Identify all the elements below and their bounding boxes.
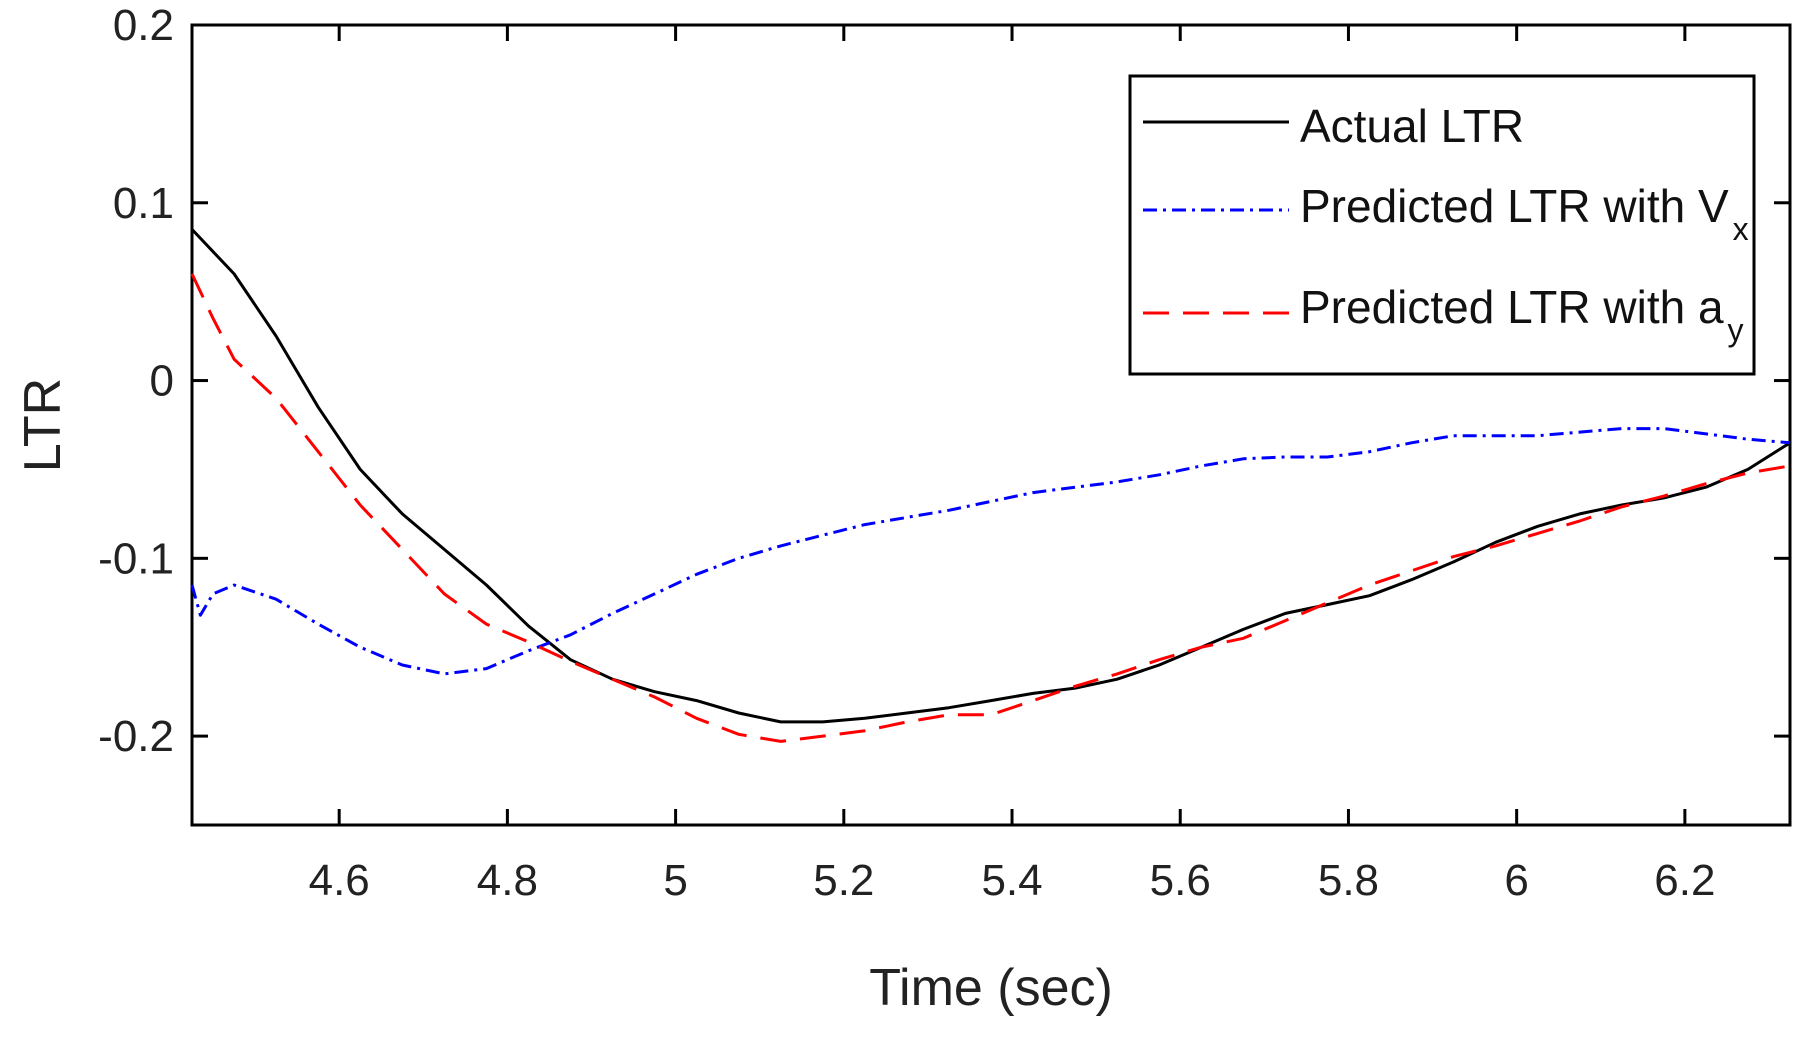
y-tick-label: 0 (150, 357, 174, 406)
y-axis-title: LTR (14, 378, 72, 472)
axis-ticks: 4.6 4.8 5 5.2 5.4 5.6 5.8 6 6.2 0.2 0.1 0 -0.1 -0.2 (98, 1, 1790, 905)
y-tick-label: 0.1 (113, 179, 174, 228)
x-tick-label: 4.8 (477, 856, 538, 905)
y-tick-label: -0.2 (98, 712, 174, 761)
series-line-predicted-ay (190, 273, 1791, 743)
y-tick-label: 0.2 (113, 1, 174, 50)
legend-label-predicted-ay-sub: y (1728, 312, 1744, 348)
x-tick-label: 6 (1504, 856, 1528, 905)
data-series (190, 228, 1791, 743)
legend-label-predicted-vx-sub: x (1733, 211, 1749, 247)
legend-label-actual-ltr: Actual LTR (1300, 100, 1524, 152)
x-tick-label: 5.2 (813, 856, 874, 905)
x-tick-label: 6.2 (1654, 856, 1715, 905)
legend-box (1128, 74, 1756, 376)
y-tick-label: -0.1 (98, 534, 174, 583)
legend-label-predicted-vx-main: Predicted LTR with V (1300, 180, 1729, 232)
x-axis-title: Time (sec) (869, 959, 1113, 1017)
series-line-actual-ltr (190, 228, 1791, 724)
x-tick-label: 4.6 (309, 856, 370, 905)
legend-label-predicted-ay-main: Predicted LTR with a (1300, 281, 1724, 333)
x-tick-label: 5 (663, 856, 687, 905)
x-tick-label: 5.4 (981, 856, 1042, 905)
x-tick-label: 5.6 (1150, 856, 1211, 905)
x-tick-label: 5.8 (1318, 856, 1379, 905)
series-line-predicted-vx (190, 427, 1791, 676)
